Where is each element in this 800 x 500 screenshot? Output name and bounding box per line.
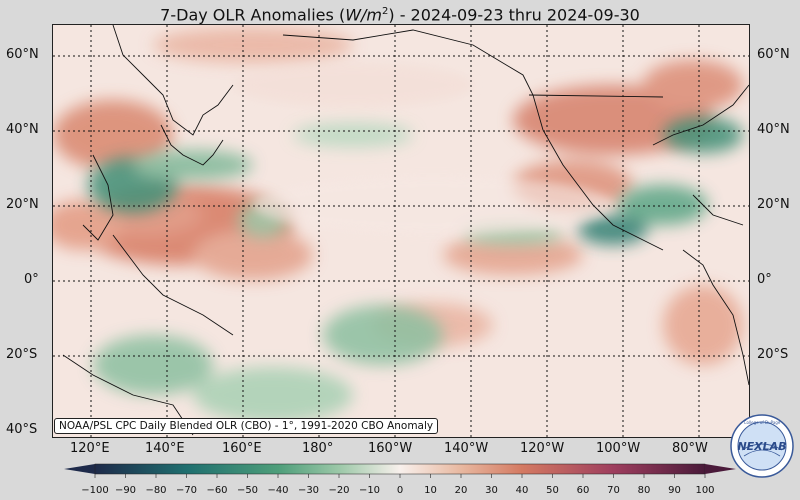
colorbar-tick-label: −80 (145, 485, 166, 496)
lon-label: 160°E (222, 441, 262, 456)
lat-label-left: 60°N (6, 47, 39, 62)
graticule (53, 25, 749, 437)
colorbar-tick-label: 0 (397, 485, 403, 496)
colorbar-tick-label: 50 (546, 485, 559, 496)
olr-anomaly-field (53, 25, 749, 437)
lat-label-left: 0° (24, 272, 39, 287)
lat-label-right: 20°S (757, 347, 789, 362)
lat-label-left: 20°S (6, 347, 38, 362)
lon-label: 180° (302, 441, 334, 456)
lon-label: 80°W (672, 441, 708, 456)
lon-label: 160°W (368, 441, 413, 456)
colorbar-tick-label: 20 (455, 485, 468, 496)
svg-text:College of DuPage: College of DuPage (744, 420, 781, 425)
colorbar-tick-label: −60 (206, 485, 227, 496)
colorbar-tick-label: 70 (607, 485, 620, 496)
colorbar-tick-label: 80 (638, 485, 651, 496)
colorbar-max-arrow (705, 464, 736, 474)
lat-label-right: 0° (757, 272, 772, 287)
svg-text:NEXLAB: NEXLAB (737, 440, 786, 453)
lat-label-right: 40°N (757, 122, 790, 137)
colorbar-tick-label: −70 (176, 485, 197, 496)
colorbar: −100 −90 −80 −70 −60 −50 −40 −30 −20 −10 0 10 20 30 40… (64, 463, 736, 496)
lat-label-right: 20°N (757, 197, 790, 212)
colorbar-ticks: −100 −90 −80 −70 −60 −50 −40 −30 −20 −10 0 10 20 30 40… (81, 474, 715, 496)
colorbar-tick-label: 90 (668, 485, 681, 496)
map-area (52, 24, 750, 438)
lon-label: 120°W (520, 441, 565, 456)
lat-label-left: 40°N (6, 122, 39, 137)
lat-label-right: 60°N (757, 47, 790, 62)
colorbar-tick-label: −30 (298, 485, 319, 496)
colorbar-tick-label: −20 (328, 485, 349, 496)
colorbar-tick-label: −50 (237, 485, 258, 496)
lat-label-left: 40°S (6, 422, 38, 437)
lon-label: 140°E (145, 441, 185, 456)
colorbar-tick-label: −10 (359, 485, 380, 496)
colorbar-tick-label: −100 (81, 485, 108, 496)
coastlines (62, 25, 749, 436)
colorbar-tick-label: 100 (695, 485, 714, 496)
lon-label: 100°W (596, 441, 641, 456)
colorbar-tick-label: 10 (424, 485, 437, 496)
source-note: NOAA/PSL CPC Daily Blended OLR (CBO) - 1… (54, 418, 439, 434)
nexlab-logo: NEXLAB College of DuPage (730, 414, 794, 478)
colorbar-tick-label: −90 (115, 485, 136, 496)
lon-label: 140°W (444, 441, 489, 456)
lat-label-left: 20°N (6, 197, 39, 212)
colorbar-tick-label: 60 (577, 485, 590, 496)
colorbar-gradient (94, 463, 706, 475)
map-title: 7-Day OLR Anomalies (W/m2) - 2024-09-23 … (160, 5, 640, 25)
lon-label: 120°E (70, 441, 110, 456)
colorbar-tick-label: 30 (485, 485, 498, 496)
colorbar-tick-label: −40 (267, 485, 288, 496)
colorbar-tick-label: 40 (516, 485, 529, 496)
colorbar-min-arrow (64, 464, 95, 474)
